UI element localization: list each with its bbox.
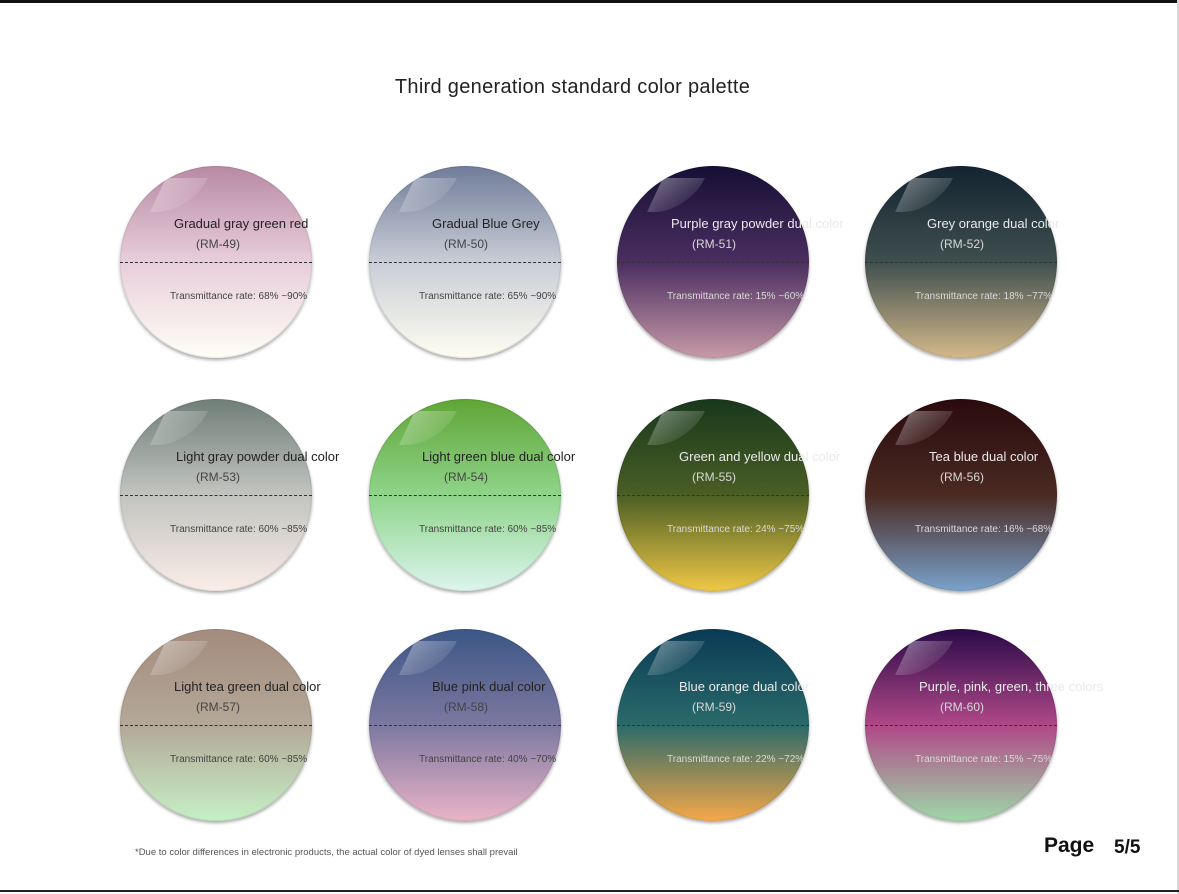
lens-code: (RM-51) xyxy=(692,237,736,251)
lens-name: Blue pink dual color xyxy=(432,679,546,694)
lens-highlight xyxy=(150,641,208,675)
lens-transmittance: Transmittance rate: 60% ~85% xyxy=(419,524,557,535)
lens-swatch xyxy=(369,166,561,358)
lens-swatch xyxy=(617,399,809,591)
lens-transmittance: Transmittance rate: 65% ~90% xyxy=(419,291,557,302)
page-label: Page xyxy=(1044,834,1095,857)
lens-divider-line xyxy=(865,495,1057,496)
lens-swatch xyxy=(369,629,561,821)
lens-divider-line xyxy=(120,495,312,496)
lens-name: Purple, pink, green, three colors xyxy=(919,679,1104,694)
lens-name: Gradual Blue Grey xyxy=(432,216,540,231)
lens-highlight xyxy=(150,411,208,445)
lens-code: (RM-50) xyxy=(444,237,488,251)
lens-divider-line xyxy=(120,725,312,726)
lens-divider-line xyxy=(617,725,809,726)
page-number: 5/5 xyxy=(1114,837,1141,858)
lens-code: (RM-56) xyxy=(940,470,984,484)
lens-swatch xyxy=(369,399,561,591)
lens-code: (RM-55) xyxy=(692,470,736,484)
right-border xyxy=(1177,0,1179,894)
lens-transmittance: Transmittance rate: 18% ~77% xyxy=(915,291,1053,302)
lens-swatch xyxy=(617,166,809,358)
lens-swatch xyxy=(865,399,1057,591)
page-title: Third generation standard color palette xyxy=(394,76,751,98)
lens-transmittance: Transmittance rate: 24% ~75% xyxy=(667,524,805,535)
lens-divider-line xyxy=(617,495,809,496)
footnote: *Due to color differences in electronic … xyxy=(135,847,518,858)
lens-highlight xyxy=(647,178,705,212)
lens-name: Blue orange dual color xyxy=(679,679,810,694)
lens-code: (RM-54) xyxy=(444,470,488,484)
bottom-border xyxy=(0,890,1179,892)
lens-highlight xyxy=(399,411,457,445)
lens-name: Tea blue dual color xyxy=(929,449,1039,464)
lens-name: Gradual gray green red xyxy=(174,216,309,231)
lens-name: Light gray powder dual color xyxy=(176,449,340,464)
lens-divider-line xyxy=(617,262,809,263)
lens-transmittance: Transmittance rate: 16% ~68% xyxy=(915,524,1053,535)
lens-transmittance: Transmittance rate: 60% ~85% xyxy=(170,524,308,535)
lens-highlight xyxy=(647,641,705,675)
lens-transmittance: Transmittance rate: 40% ~70% xyxy=(419,754,557,765)
lens-code: (RM-53) xyxy=(196,470,240,484)
lens-divider-line xyxy=(369,495,561,496)
lens-highlight xyxy=(399,178,457,212)
lens-swatch xyxy=(120,629,312,821)
lens-transmittance: Transmittance rate: 22% ~72% xyxy=(667,754,805,765)
lens-highlight xyxy=(150,178,208,212)
lens-divider-line xyxy=(369,725,561,726)
lens-swatch xyxy=(617,629,809,821)
lens-highlight xyxy=(895,641,953,675)
lens-highlight xyxy=(895,411,953,445)
lens-name: Green and yellow dual color xyxy=(679,449,841,464)
lens-transmittance: Transmittance rate: 15% ~75% xyxy=(915,754,1053,765)
top-border xyxy=(0,0,1179,3)
lens-highlight xyxy=(647,411,705,445)
lens-code: (RM-58) xyxy=(444,700,488,714)
lens-highlight xyxy=(895,178,953,212)
lens-divider-line xyxy=(369,262,561,263)
lens-transmittance: Transmittance rate: 68% ~90% xyxy=(170,291,308,302)
lens-name: Light tea green dual color xyxy=(174,679,321,694)
lens-transmittance: Transmittance rate: 15% ~60% xyxy=(667,291,805,302)
lens-code: (RM-57) xyxy=(196,700,240,714)
lens-divider-line xyxy=(120,262,312,263)
lens-code: (RM-49) xyxy=(196,237,240,251)
lens-name: Light green blue dual color xyxy=(422,449,576,464)
lens-swatch xyxy=(865,166,1057,358)
lens-transmittance: Transmittance rate: 60% ~85% xyxy=(170,754,308,765)
lens-divider-line xyxy=(865,262,1057,263)
lens-highlight xyxy=(399,641,457,675)
lens-swatch xyxy=(120,399,312,591)
lens-code: (RM-60) xyxy=(940,700,984,714)
lens-name: Grey orange dual color xyxy=(927,216,1060,231)
lens-swatch xyxy=(865,629,1057,821)
lens-divider-line xyxy=(865,725,1057,726)
lens-name: Purple gray powder dual color xyxy=(671,216,844,231)
lens-code: (RM-59) xyxy=(692,700,736,714)
lens-code: (RM-52) xyxy=(940,237,984,251)
lens-swatch xyxy=(120,166,312,358)
